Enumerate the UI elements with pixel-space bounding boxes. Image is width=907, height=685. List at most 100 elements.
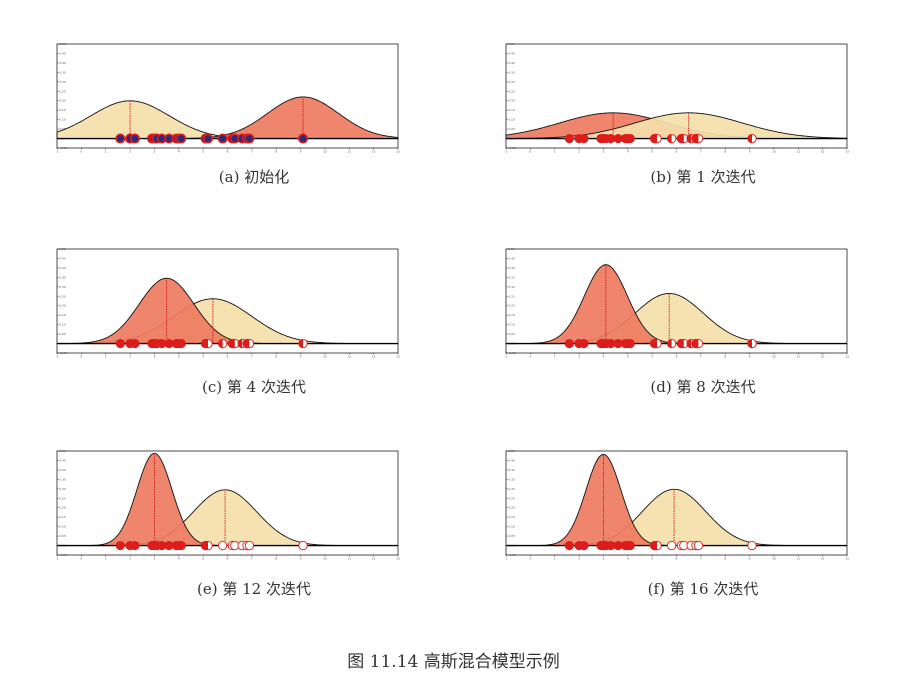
point-half-fill xyxy=(686,134,692,143)
x-tick-label: 8 xyxy=(724,150,726,154)
x-tick-label: 1 xyxy=(554,557,556,561)
caption-c: (c) 第 4 次迭代 xyxy=(202,378,306,396)
data-point xyxy=(115,540,125,551)
point-marker xyxy=(564,133,574,144)
point-half-fill xyxy=(203,339,209,348)
x-tick-label: 1 xyxy=(554,150,556,154)
data-point xyxy=(579,540,589,551)
point-marker xyxy=(176,540,186,551)
data-point xyxy=(693,133,704,144)
point-half-fill xyxy=(694,134,699,143)
data-point xyxy=(203,338,213,349)
x-tick-label: 8 xyxy=(724,355,726,359)
x-tick-label: 13 xyxy=(845,355,849,359)
data-point xyxy=(130,338,140,349)
data-point xyxy=(244,540,255,551)
x-tick-label: 11 xyxy=(796,355,800,359)
data-point xyxy=(115,338,125,349)
data-point xyxy=(176,540,186,551)
x-tick-label: 0 xyxy=(80,355,82,359)
y-tick-label: 0.30 xyxy=(508,487,515,491)
y-tick-label: 0.50 xyxy=(508,449,515,453)
data-point xyxy=(298,540,308,551)
gmm-plot-d: -0.050.000.050.100.150.200.250.300.350.4… xyxy=(505,247,849,359)
x-tick-label: 1 xyxy=(105,557,107,561)
data-point xyxy=(130,540,140,551)
y-tick-label: 0.15 xyxy=(508,108,515,112)
data-point xyxy=(679,338,689,349)
point-half-fill xyxy=(667,134,672,143)
x-tick-label: 3 xyxy=(153,150,155,154)
y-tick-label: 0.20 xyxy=(508,506,515,510)
y-tick-label: 0.30 xyxy=(508,285,515,289)
x-tick-label: 1 xyxy=(105,355,107,359)
gmm-plot-a: -0.050.000.050.100.150.200.250.300.350.4… xyxy=(56,42,400,154)
point-half-fill xyxy=(237,339,243,348)
data-point xyxy=(176,133,187,144)
x-tick-label: 5 xyxy=(202,355,204,359)
data-point xyxy=(217,338,228,349)
y-tick-label: 0.50 xyxy=(59,449,66,453)
y-tick-label: 0.20 xyxy=(59,304,66,308)
point-marker xyxy=(203,133,214,144)
point-marker xyxy=(564,338,574,349)
point-marker xyxy=(579,338,589,349)
x-tick-label: 4 xyxy=(627,150,629,154)
data-point xyxy=(217,540,228,551)
data-point xyxy=(564,540,574,551)
data-point xyxy=(747,540,757,551)
data-point xyxy=(244,133,255,144)
x-tick-label: 0 xyxy=(80,557,82,561)
y-tick-label: 0.40 xyxy=(508,61,515,65)
y-tick-label: 0.45 xyxy=(508,51,515,55)
data-point xyxy=(203,133,214,144)
x-tick-label: 5 xyxy=(202,150,204,154)
y-tick-label: -0.05 xyxy=(59,146,67,150)
y-tick-label: 0.40 xyxy=(508,266,515,270)
x-tick-label: 13 xyxy=(845,557,849,561)
x-tick-label: 12 xyxy=(821,355,825,359)
x-tick-label: 7 xyxy=(251,355,253,359)
y-tick-label: 0.45 xyxy=(59,256,66,260)
x-tick-label: 4 xyxy=(178,355,180,359)
y-tick-label: 0.20 xyxy=(508,99,515,103)
y-tick-label: 0.30 xyxy=(59,285,66,289)
data-point xyxy=(666,338,677,349)
x-tick-label: 9 xyxy=(300,557,302,561)
x-tick-label: 9 xyxy=(749,557,751,561)
point-marker xyxy=(244,133,255,144)
data-point xyxy=(652,133,662,144)
data-point xyxy=(625,338,635,349)
x-tick-label: 6 xyxy=(227,150,229,154)
y-tick-label: -0.05 xyxy=(508,351,516,355)
x-tick-label: 3 xyxy=(153,557,155,561)
x-tick-label: 6 xyxy=(676,150,678,154)
y-tick-label: 0.15 xyxy=(59,108,66,112)
point-marker xyxy=(176,133,187,144)
x-tick-label: 9 xyxy=(300,150,302,154)
x-tick-label: 9 xyxy=(749,150,751,154)
x-tick-label: 4 xyxy=(178,150,180,154)
x-tick-label: 11 xyxy=(347,355,351,359)
point-half-fill xyxy=(298,339,304,348)
x-tick-label: 6 xyxy=(227,557,229,561)
point-marker xyxy=(747,540,757,551)
point-half-fill xyxy=(652,134,658,143)
x-tick-label: 8 xyxy=(275,150,277,154)
x-tick-label: 8 xyxy=(275,557,277,561)
y-tick-label: 0.40 xyxy=(59,468,66,472)
x-tick-label: 10 xyxy=(772,557,776,561)
x-tick-label: 7 xyxy=(251,150,253,154)
x-tick-label: 11 xyxy=(347,150,351,154)
y-tick-label: 0.35 xyxy=(508,477,515,481)
x-tick-label: 3 xyxy=(602,150,604,154)
y-tick-label: 0.10 xyxy=(59,525,66,529)
data-point xyxy=(579,133,589,144)
point-marker xyxy=(115,133,126,144)
y-tick-label: 0.40 xyxy=(59,61,66,65)
point-marker xyxy=(244,540,255,551)
data-point xyxy=(115,133,126,144)
y-tick-label: 0.05 xyxy=(59,332,66,336)
data-point xyxy=(298,338,308,349)
y-tick-label: 0.05 xyxy=(59,127,66,131)
